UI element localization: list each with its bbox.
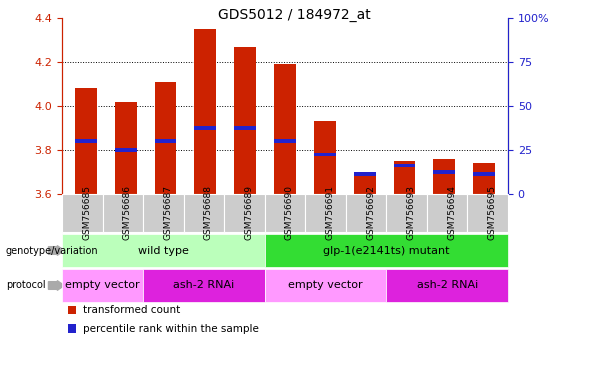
Text: GSM756690: GSM756690 (285, 185, 294, 240)
Bar (194, 29, 216, 194)
Bar (154, 139, 177, 143)
Text: GSM756689: GSM756689 (244, 185, 253, 240)
Text: empty vector: empty vector (65, 280, 140, 291)
Bar (115, 102, 137, 194)
Bar (154, 82, 177, 194)
Bar (353, 172, 376, 176)
Text: percentile rank within the sample: percentile rank within the sample (84, 324, 259, 334)
Text: protocol: protocol (6, 280, 45, 291)
Bar (234, 126, 256, 130)
Text: GSM756692: GSM756692 (366, 185, 375, 240)
Bar (393, 164, 415, 167)
Bar (115, 148, 137, 152)
Bar (353, 172, 376, 194)
Text: GDS5012 / 184972_at: GDS5012 / 184972_at (218, 8, 371, 22)
Bar (274, 64, 296, 194)
Text: empty vector: empty vector (288, 280, 363, 291)
Bar (314, 121, 336, 194)
Bar (473, 163, 495, 194)
Text: GSM756694: GSM756694 (447, 185, 456, 240)
Bar (393, 161, 415, 194)
Text: GSM756695: GSM756695 (488, 185, 497, 240)
Text: GSM756686: GSM756686 (123, 185, 132, 240)
Bar (194, 126, 216, 130)
Text: transformed count: transformed count (84, 305, 181, 315)
Bar (434, 159, 455, 194)
Text: GSM756685: GSM756685 (82, 185, 91, 240)
Bar (75, 88, 97, 194)
Bar (274, 139, 296, 143)
Text: glp-1(e2141ts) mutant: glp-1(e2141ts) mutant (323, 245, 449, 255)
Bar (314, 153, 336, 156)
Bar (434, 170, 455, 174)
Bar (234, 46, 256, 194)
Bar (75, 139, 97, 143)
Text: ash-2 RNAi: ash-2 RNAi (173, 280, 234, 291)
Text: GSM756687: GSM756687 (163, 185, 173, 240)
Text: ash-2 RNAi: ash-2 RNAi (416, 280, 478, 291)
Text: GSM756693: GSM756693 (406, 185, 416, 240)
Bar (473, 172, 495, 176)
Text: wild type: wild type (138, 245, 189, 255)
Text: GSM756691: GSM756691 (326, 185, 335, 240)
Text: GSM756688: GSM756688 (204, 185, 213, 240)
Text: genotype/variation: genotype/variation (6, 245, 98, 255)
